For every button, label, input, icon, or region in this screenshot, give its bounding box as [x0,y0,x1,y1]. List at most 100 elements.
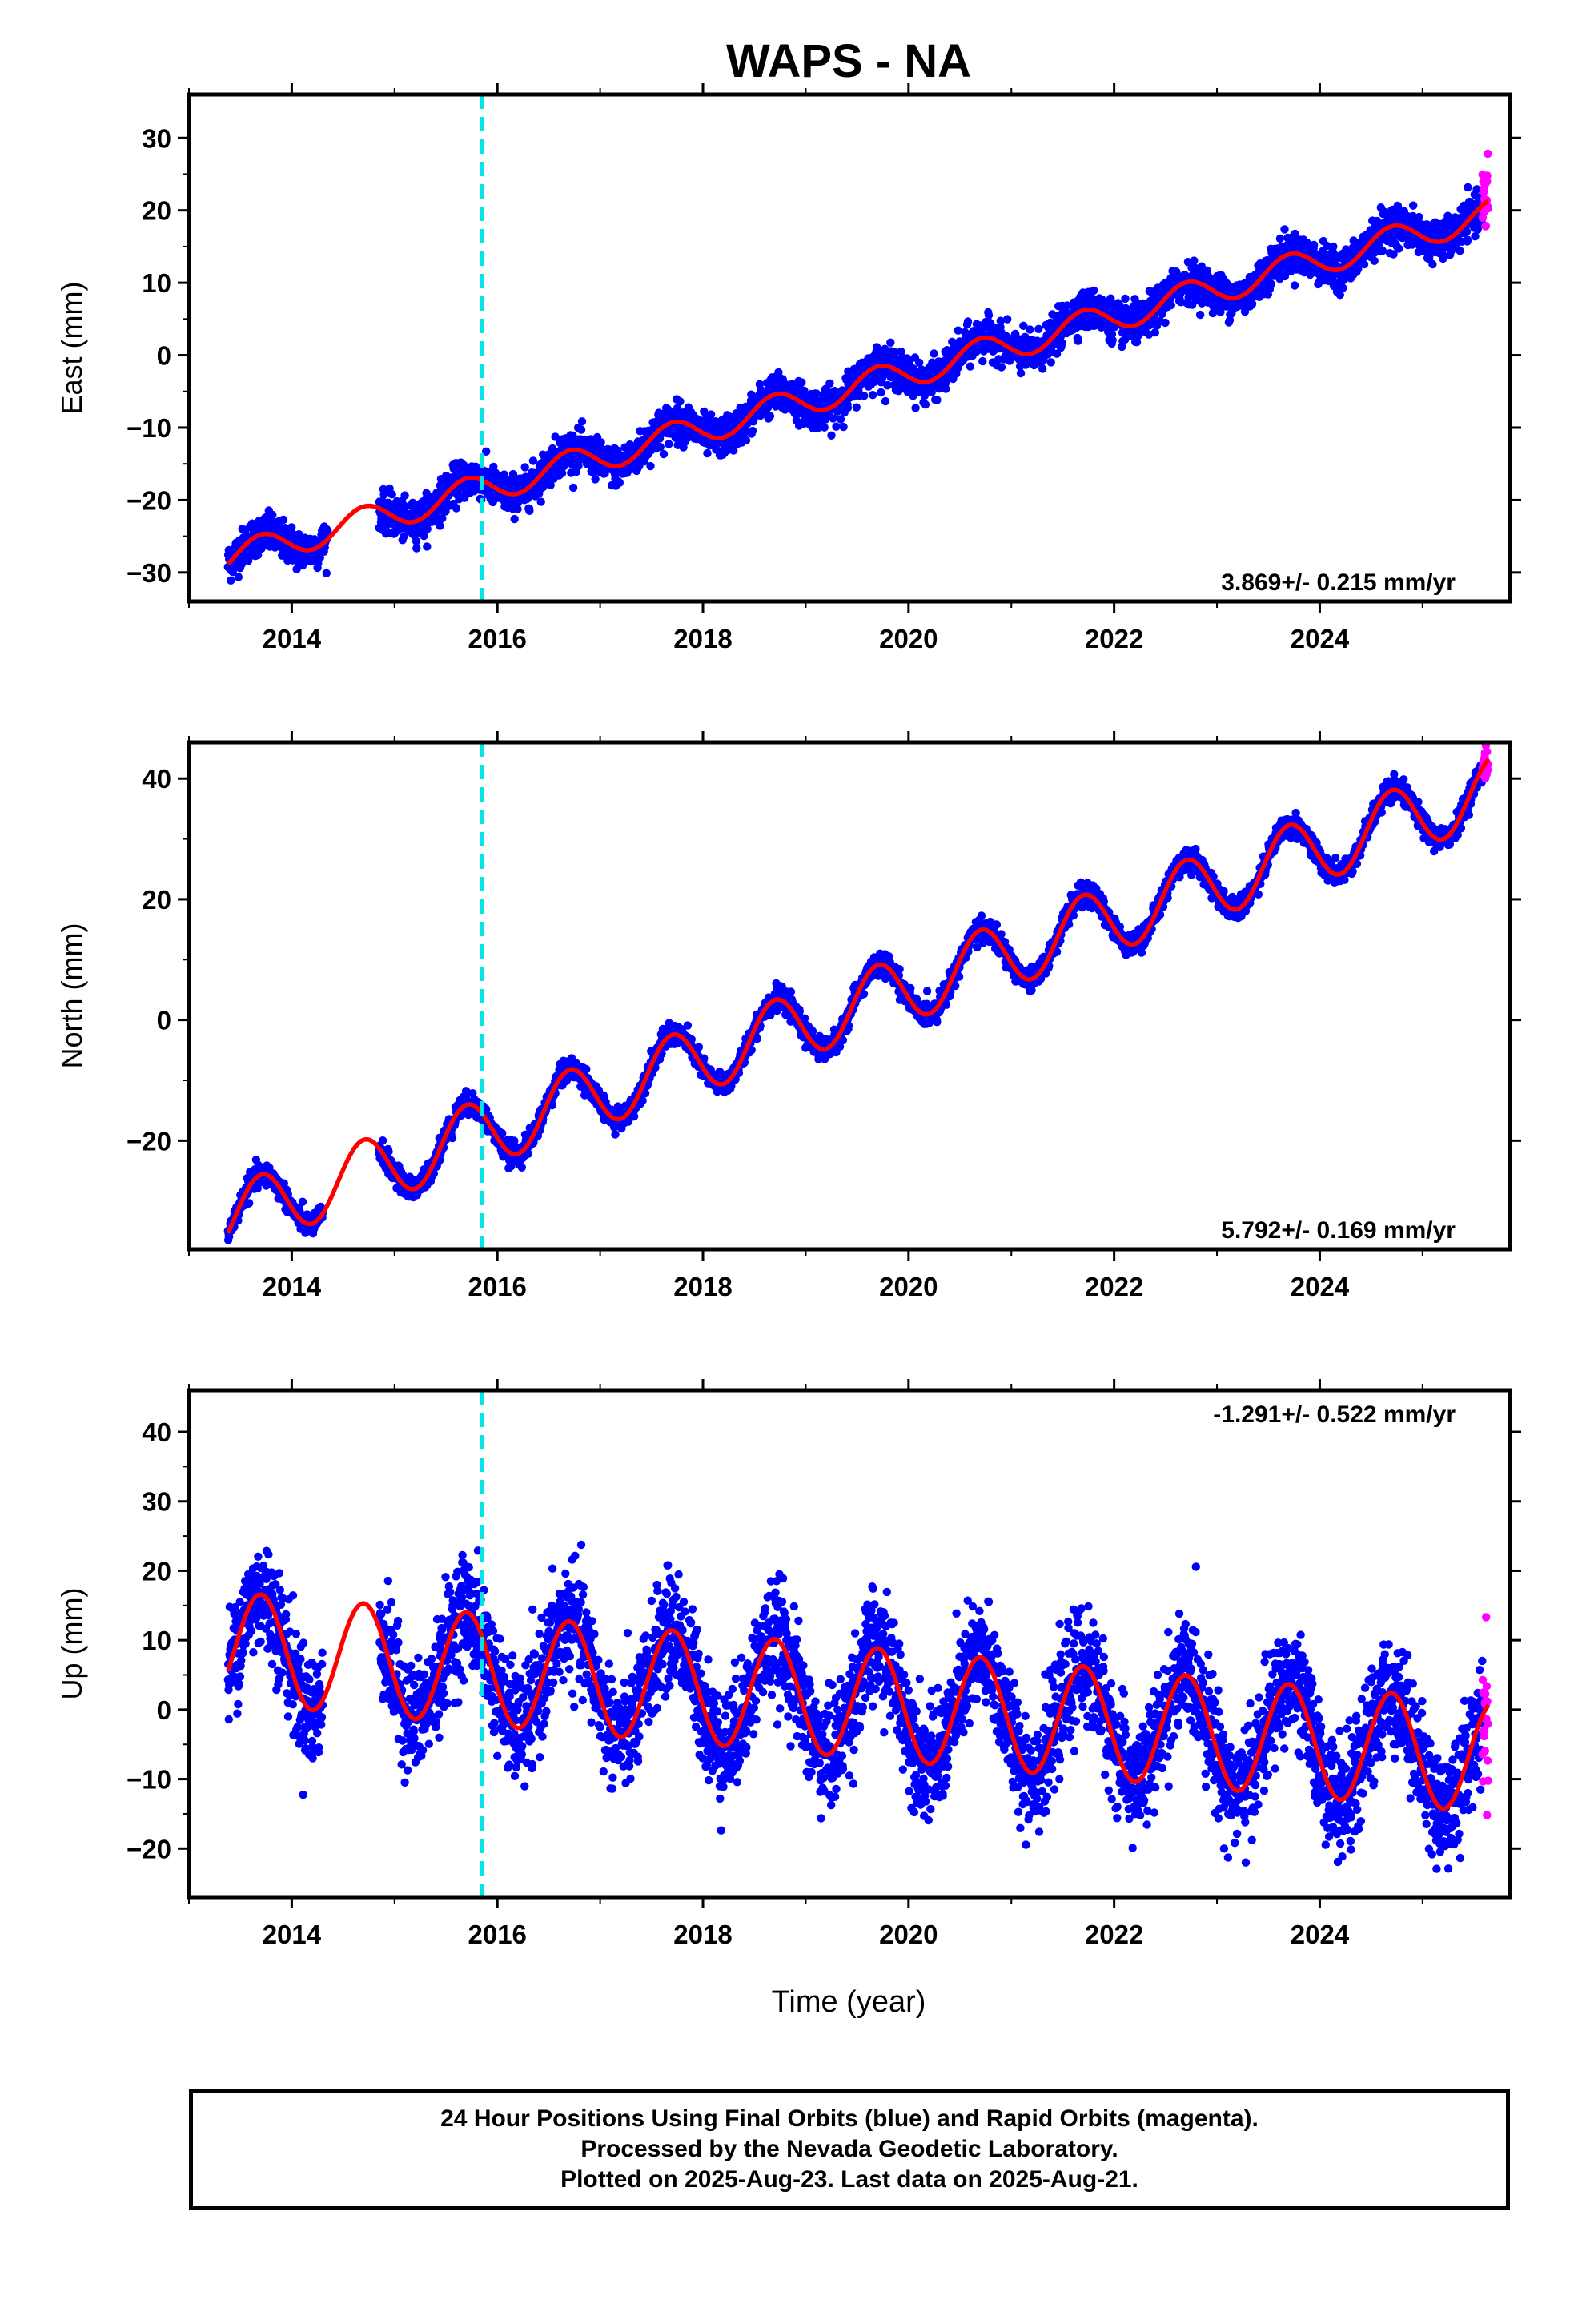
final-point [984,311,994,320]
final-point [839,422,848,432]
final-point [1161,318,1170,328]
final-point [883,380,893,390]
y-axis-label: East (mm) [55,282,88,415]
x-tick-label: 2020 [879,624,938,653]
final-point [1034,324,1043,333]
data-points-east [223,149,1492,585]
final-point [1021,332,1030,341]
final-point [1074,336,1082,345]
final-point [513,505,522,513]
final-point [1275,234,1285,243]
final-point [482,447,491,456]
final-point [820,423,829,432]
final-point [315,553,324,562]
final-point [1052,349,1062,358]
final-point [1395,244,1403,253]
final-point [676,397,685,406]
final-point [843,404,853,412]
final-point [832,422,841,431]
y-tick-label: 10 [142,268,171,298]
final-point [1132,338,1142,347]
final-point [1046,358,1055,367]
final-point [400,501,409,510]
final-point [568,483,578,493]
y-tick-label: 0 [157,341,171,371]
rapid-point [1483,171,1492,180]
final-point [423,525,432,533]
final-point [942,376,950,386]
final-point [933,396,942,404]
final-point [1107,330,1117,339]
final-point [510,514,519,524]
final-point [1121,294,1130,304]
final-point [1415,212,1423,222]
final-point [920,391,930,400]
final-point [886,338,895,347]
final-point [869,391,877,400]
final-point [1016,368,1026,378]
chart-title: WAPS - NA [726,35,971,87]
final-point [520,463,529,472]
final-point [412,537,421,545]
rapid-point [1481,222,1491,231]
final-point [825,379,834,388]
final-point [536,497,545,506]
final-point [574,461,583,471]
final-point [268,510,277,520]
final-point [996,316,1006,325]
final-point [387,490,396,499]
final-point [1409,201,1418,210]
final-point [860,392,869,400]
final-point [954,326,962,335]
final-point [322,569,331,577]
final-point [1090,286,1098,295]
final-point [378,1136,387,1145]
final-point [287,523,296,532]
final-point [646,461,655,471]
final-point [245,1199,254,1208]
final-point [576,425,586,434]
final-point [1190,256,1199,265]
final-point [1166,300,1176,310]
final-point [400,532,408,541]
final-point [659,449,669,459]
final-point [298,1197,307,1206]
final-point [729,446,738,455]
final-point [812,389,821,398]
final-point [836,415,845,424]
final-point [921,400,930,409]
final-point [1003,315,1012,324]
x-tick-label: 2024 [1291,624,1350,653]
final-point [1370,256,1379,265]
final-point [420,531,428,541]
final-point [942,384,950,393]
x-tick-label: 2014 [263,624,322,653]
final-point [1247,300,1257,308]
final-point [1062,301,1072,310]
final-point [852,403,861,412]
final-point [528,456,538,465]
final-point [1019,321,1028,330]
final-point [253,550,263,560]
final-point [596,438,605,447]
final-point [546,480,555,489]
x-tick-label: 2022 [1085,624,1143,653]
final-point [1464,183,1472,192]
final-point [966,362,975,371]
final-point [1026,325,1034,334]
final-point [706,410,716,419]
final-point [797,378,806,387]
y-tick-label: −10 [126,413,171,443]
final-point [911,404,920,412]
final-point [656,443,665,452]
final-point [963,317,973,326]
final-point [525,506,534,515]
final-point [978,356,987,366]
final-point [436,521,444,530]
y-tick-label: −20 [126,485,171,515]
final-point [1280,225,1289,234]
final-point [881,396,890,406]
y-tick-label: −30 [126,558,171,588]
